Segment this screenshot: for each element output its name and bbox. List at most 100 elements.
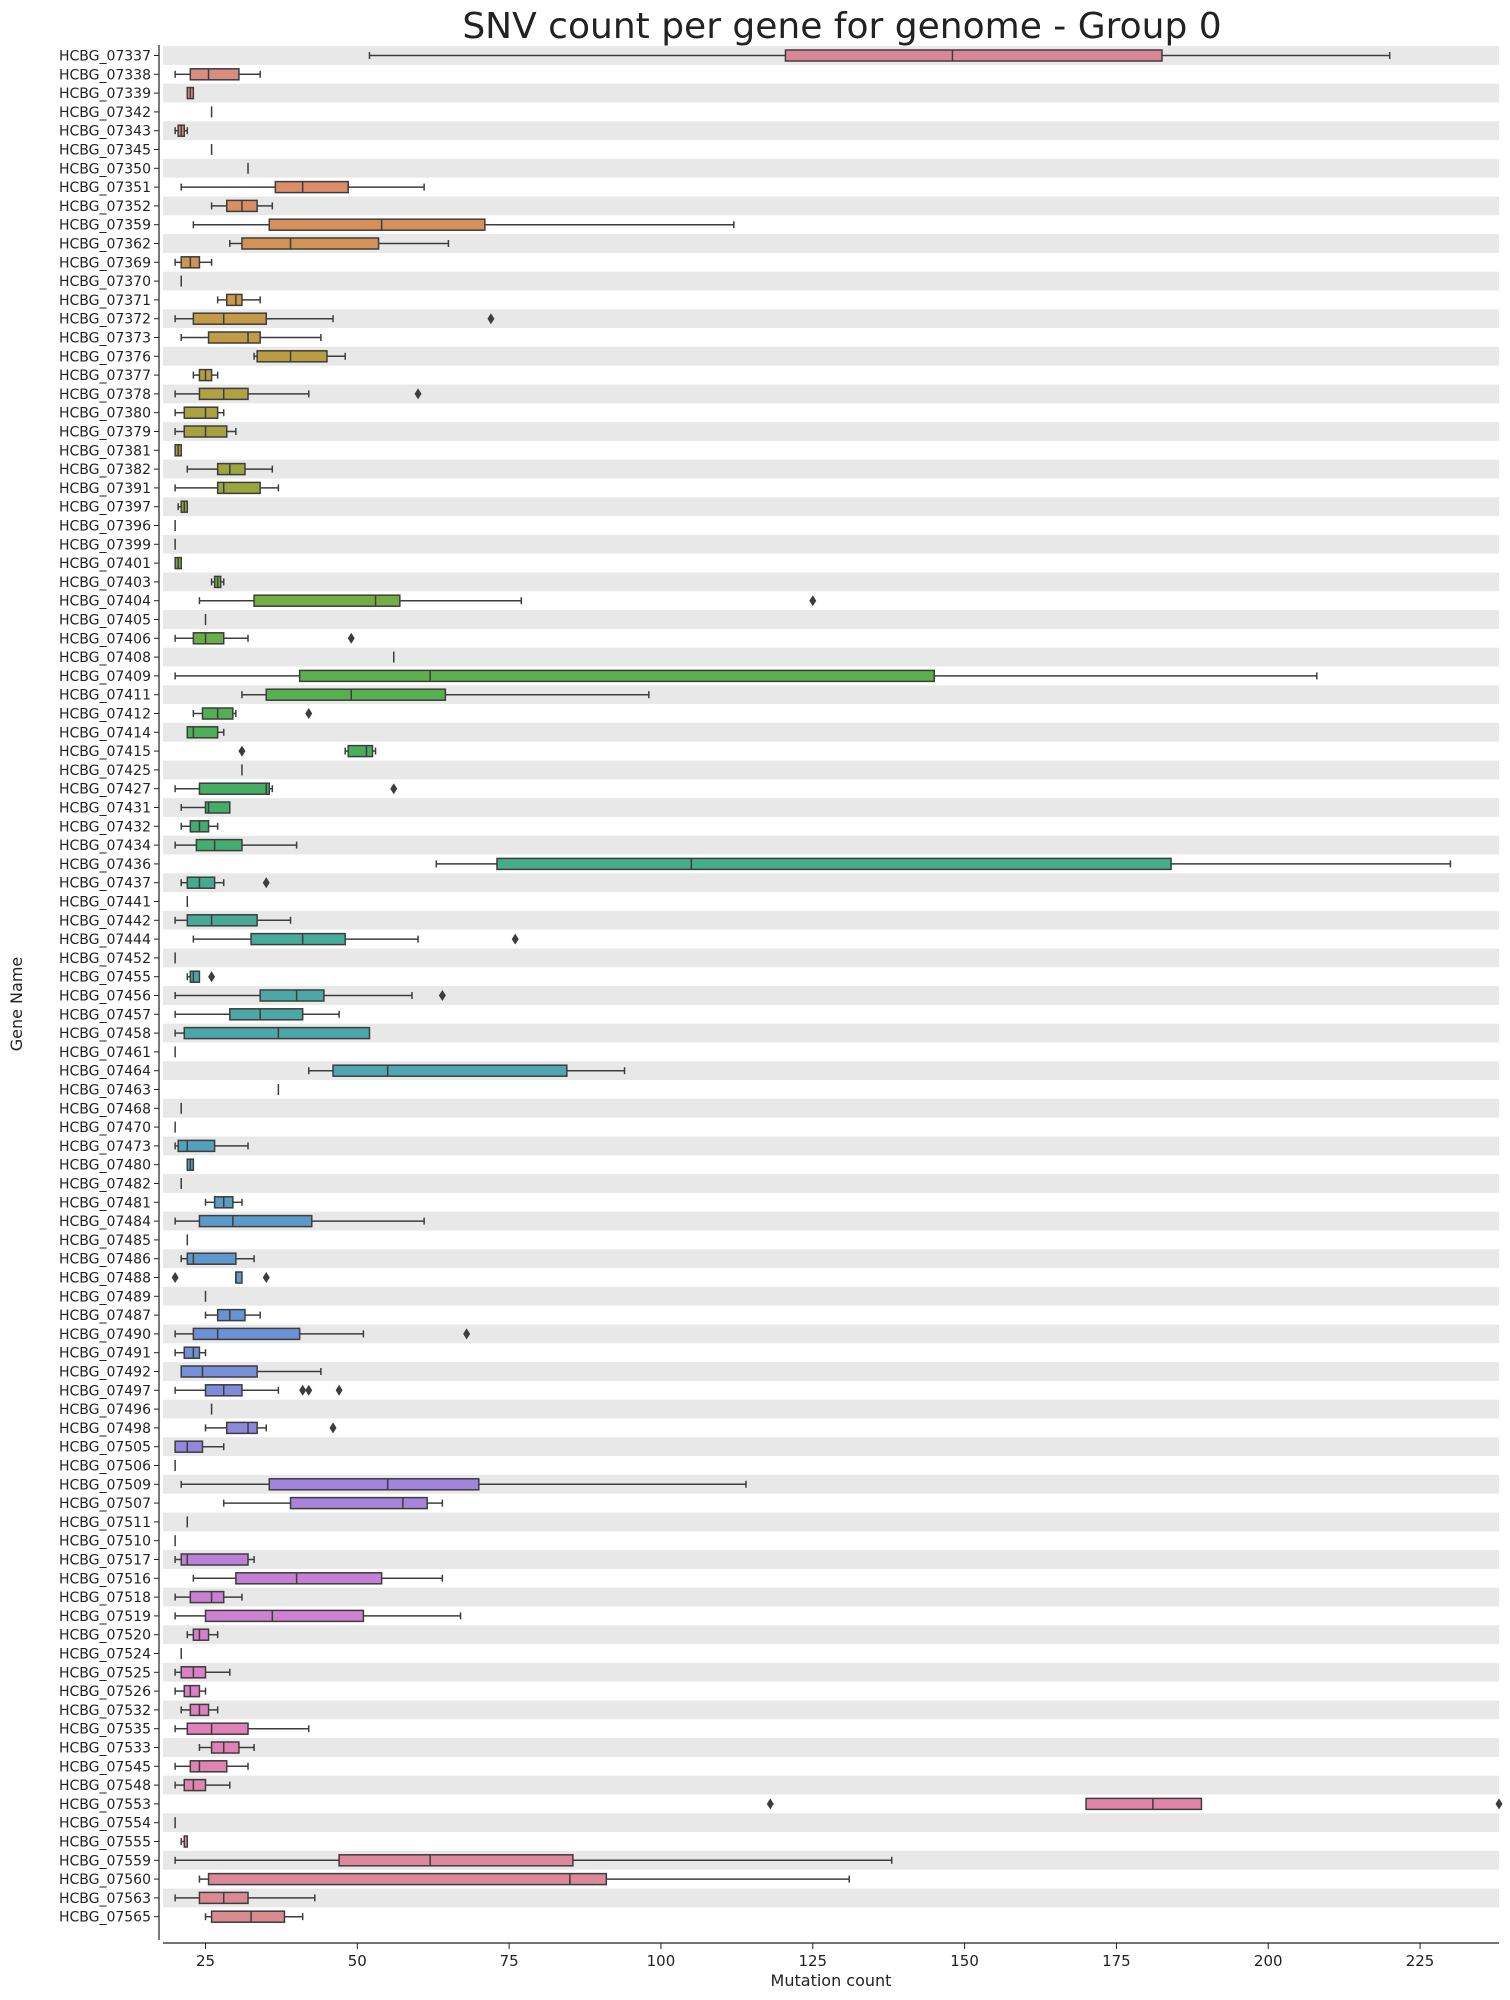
gene-box-HCBG_07518 (174, 1590, 243, 1604)
box (253, 594, 401, 607)
gene-box-HCBG_07404 (198, 594, 817, 607)
box (207, 1872, 608, 1886)
y-tick-label: HCBG_07559 (59, 1853, 151, 1869)
x-tick-label: 150 (950, 1952, 979, 1970)
y-tick-label: HCBG_07492 (59, 1365, 151, 1381)
y-tick-label: HCBG_07507 (59, 1496, 151, 1512)
gene-box-HCBG_07377 (192, 368, 219, 382)
gene-box-HCBG_07565 (204, 1910, 304, 1923)
box (186, 726, 219, 739)
row-band (163, 873, 1499, 893)
y-tick-label: HCBG_07380 (59, 406, 151, 422)
y-tick-label: HCBG_07359 (59, 218, 151, 234)
gene-box-HCBG_07519 (174, 1609, 462, 1623)
gene-box-HCBG_07548 (174, 1778, 231, 1792)
y-tick-label: HCBG_07362 (59, 237, 151, 253)
x-tick-label: 50 (348, 1952, 367, 1970)
box (189, 68, 240, 81)
outlier-point (414, 388, 422, 400)
gene-box-HCBG_07563 (174, 1891, 316, 1905)
gene-box-HCBG_07486 (180, 1252, 255, 1265)
gene-box-HCBG_07382 (186, 462, 274, 476)
row-band (163, 1174, 1499, 1193)
gene-box-HCBG_07427 (174, 782, 398, 795)
gene-box-HCBG_07555 (180, 1835, 189, 1848)
y-tick-label: HCBG_07396 (59, 519, 151, 535)
gene-box-HCBG_07464 (307, 1064, 626, 1077)
y-tick-label: HCBG_07497 (59, 1383, 151, 1399)
y-tick-label: HCBG_07487 (59, 1308, 151, 1324)
row-band (163, 459, 1499, 479)
row-band (163, 986, 1499, 1005)
y-tick-label: HCBG_07371 (59, 293, 151, 309)
y-tick-label: HCBG_07524 (59, 1647, 151, 1663)
y-tick-label: HCBG_07490 (59, 1327, 151, 1343)
row-band (163, 685, 1499, 705)
y-tick-label: HCBG_07554 (59, 1816, 151, 1832)
row-band (163, 610, 1499, 629)
row-bands (163, 46, 1499, 1908)
box (496, 857, 1172, 871)
box (198, 1214, 313, 1228)
box (784, 49, 1163, 62)
box (198, 782, 271, 795)
gene-box-HCBG_07401 (174, 556, 182, 570)
y-tick-label: HCBG_07415 (59, 744, 151, 760)
y-tick-label: HCBG_07481 (59, 1195, 151, 1211)
y-tick-label: HCBG_07432 (59, 819, 151, 835)
row-band (163, 722, 1499, 742)
box (298, 669, 935, 683)
y-tick-label: HCBG_07535 (59, 1722, 151, 1738)
gene-box-HCBG_07372 (174, 312, 495, 325)
y-tick-label: HCBG_07427 (59, 782, 151, 798)
box (186, 876, 216, 889)
box (186, 1252, 237, 1265)
y-tick-label: HCBG_07470 (59, 1120, 151, 1136)
box (189, 1590, 225, 1604)
y-tick-label: HCBG_07351 (59, 180, 151, 196)
x-tick-label: 25 (196, 1952, 215, 1970)
gene-box-HCBG_07431 (180, 801, 231, 814)
y-tick-label: HCBG_07491 (59, 1346, 151, 1362)
box (210, 1910, 286, 1923)
gene-box-HCBG_07535 (174, 1722, 310, 1735)
row-band (163, 572, 1499, 592)
y-tick-label: HCBG_07553 (59, 1797, 151, 1813)
x-tick-label: 100 (647, 1952, 676, 1970)
gene-box-HCBG_07343 (174, 124, 189, 137)
outlier-point (299, 1384, 307, 1396)
gene-box-HCBG_07457 (174, 1008, 340, 1021)
y-tick-label: HCBG_07464 (59, 1064, 151, 1080)
y-tick-label: HCBG_07377 (59, 368, 151, 384)
y-tick-label: HCBG_07406 (59, 631, 151, 647)
box (183, 406, 219, 419)
y-tick-label: HCBG_07437 (59, 876, 151, 892)
y-tick-label: HCBG_07532 (59, 1703, 151, 1719)
y-tick-label: HCBG_07525 (59, 1665, 151, 1681)
row-band (163, 1700, 1499, 1720)
gene-box-HCBG_07560 (198, 1872, 850, 1886)
row-band (163, 1888, 1499, 1908)
gene-box-HCBG_07458 (174, 1026, 371, 1040)
gene-box-HCBG_07409 (174, 669, 1318, 683)
gene-box-HCBG_07497 (174, 1384, 343, 1397)
gene-box-HCBG_07456 (174, 989, 446, 1002)
y-tick-label: HCBG_07404 (59, 594, 151, 610)
row-band (163, 1399, 1499, 1419)
gene-box-HCBG_07525 (174, 1666, 231, 1679)
x-tick-label: 175 (1102, 1952, 1131, 1970)
gene-box-HCBG_07559 (174, 1854, 893, 1867)
gene-box-HCBG_07509 (180, 1478, 747, 1491)
box (250, 932, 346, 946)
axes-layer: HCBG_07337 HCBG_07338 HCBG_07339 HCBG_07342… (59, 45, 1499, 1970)
y-tick-label: HCBG_07517 (59, 1553, 151, 1569)
gene-box-HCBG_07362 (229, 237, 450, 250)
gene-box-HCBG_07480 (186, 1158, 195, 1171)
row-band (163, 1813, 1499, 1833)
outlier-point (305, 708, 313, 719)
box (210, 1741, 240, 1754)
box (189, 1760, 228, 1773)
row-band (163, 1211, 1499, 1231)
x-axis-label: Mutation count (771, 1971, 892, 1990)
gene-box-HCBG_07520 (186, 1628, 219, 1641)
